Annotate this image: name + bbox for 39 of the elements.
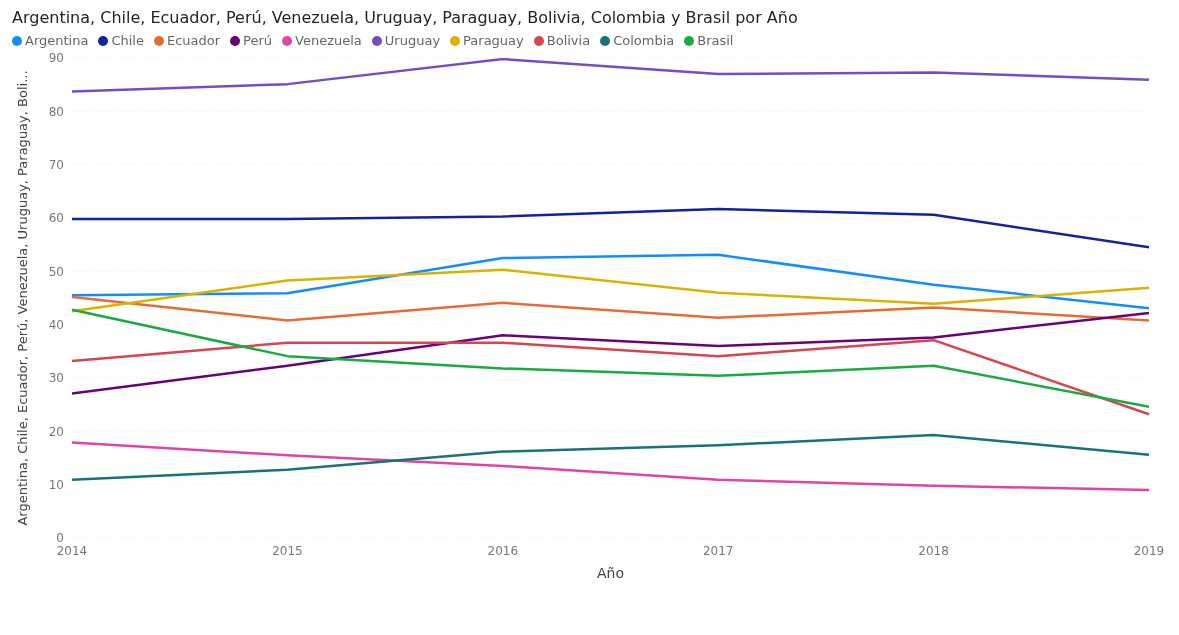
y-tick-label: 40 — [48, 317, 64, 332]
y-tick-label: 50 — [48, 264, 64, 279]
line-series — [70, 58, 1151, 93]
x-tick-label: 2016 — [487, 543, 519, 558]
x-tick-label: 2018 — [918, 543, 949, 558]
y-axis-title: Argentina, Chile, Ecuador, Perú, Venezuela, Uruguay, Paraguay, Boli... — [14, 70, 30, 526]
line-series — [70, 268, 1151, 313]
y-tick-label: 30 — [48, 371, 64, 386]
line-series — [70, 253, 1151, 310]
y-tick-label: 70 — [48, 157, 64, 172]
y-tick-label: 10 — [48, 477, 64, 492]
legend-label: Argentina — [24, 33, 89, 48]
y-tick-label: 0 — [56, 531, 64, 546]
legend-label: Uruguay — [383, 33, 441, 48]
x-tick-label: 2015 — [272, 543, 303, 558]
x-tick-label: 2014 — [56, 543, 88, 558]
y-tick-label: 20 — [48, 424, 64, 439]
legend-label: Chile — [110, 33, 144, 48]
chart-title: Argentina, Chile, Ecuador, Perú, Venezuela, Uruguay, Paraguay, Bolivia, Colombia y Brasil por Año — [12, 8, 799, 27]
y-tick-label: 60 — [48, 211, 64, 226]
legend-label: Ecuador — [165, 33, 221, 48]
x-axis-title: Año — [596, 565, 625, 581]
line-series — [70, 441, 1151, 492]
y-tick-label: 80 — [48, 104, 64, 119]
line-series — [70, 311, 1151, 395]
line-series — [70, 433, 1151, 482]
legend-label: Colombia — [612, 33, 675, 48]
x-tick-label: 2017 — [702, 543, 734, 558]
legend-label: Venezuela — [294, 33, 362, 48]
legend-label: Paraguay — [462, 33, 524, 48]
y-tick-label: 90 — [48, 51, 64, 66]
legend-label: Brasil — [696, 33, 734, 48]
x-tick-label: 2019 — [1133, 543, 1165, 558]
legend-label: Perú — [242, 33, 273, 48]
legend-label: Bolivia — [545, 33, 591, 48]
line-series — [70, 295, 1151, 322]
line-series — [70, 207, 1151, 249]
line-series — [70, 338, 1151, 416]
line-series — [70, 308, 1151, 409]
